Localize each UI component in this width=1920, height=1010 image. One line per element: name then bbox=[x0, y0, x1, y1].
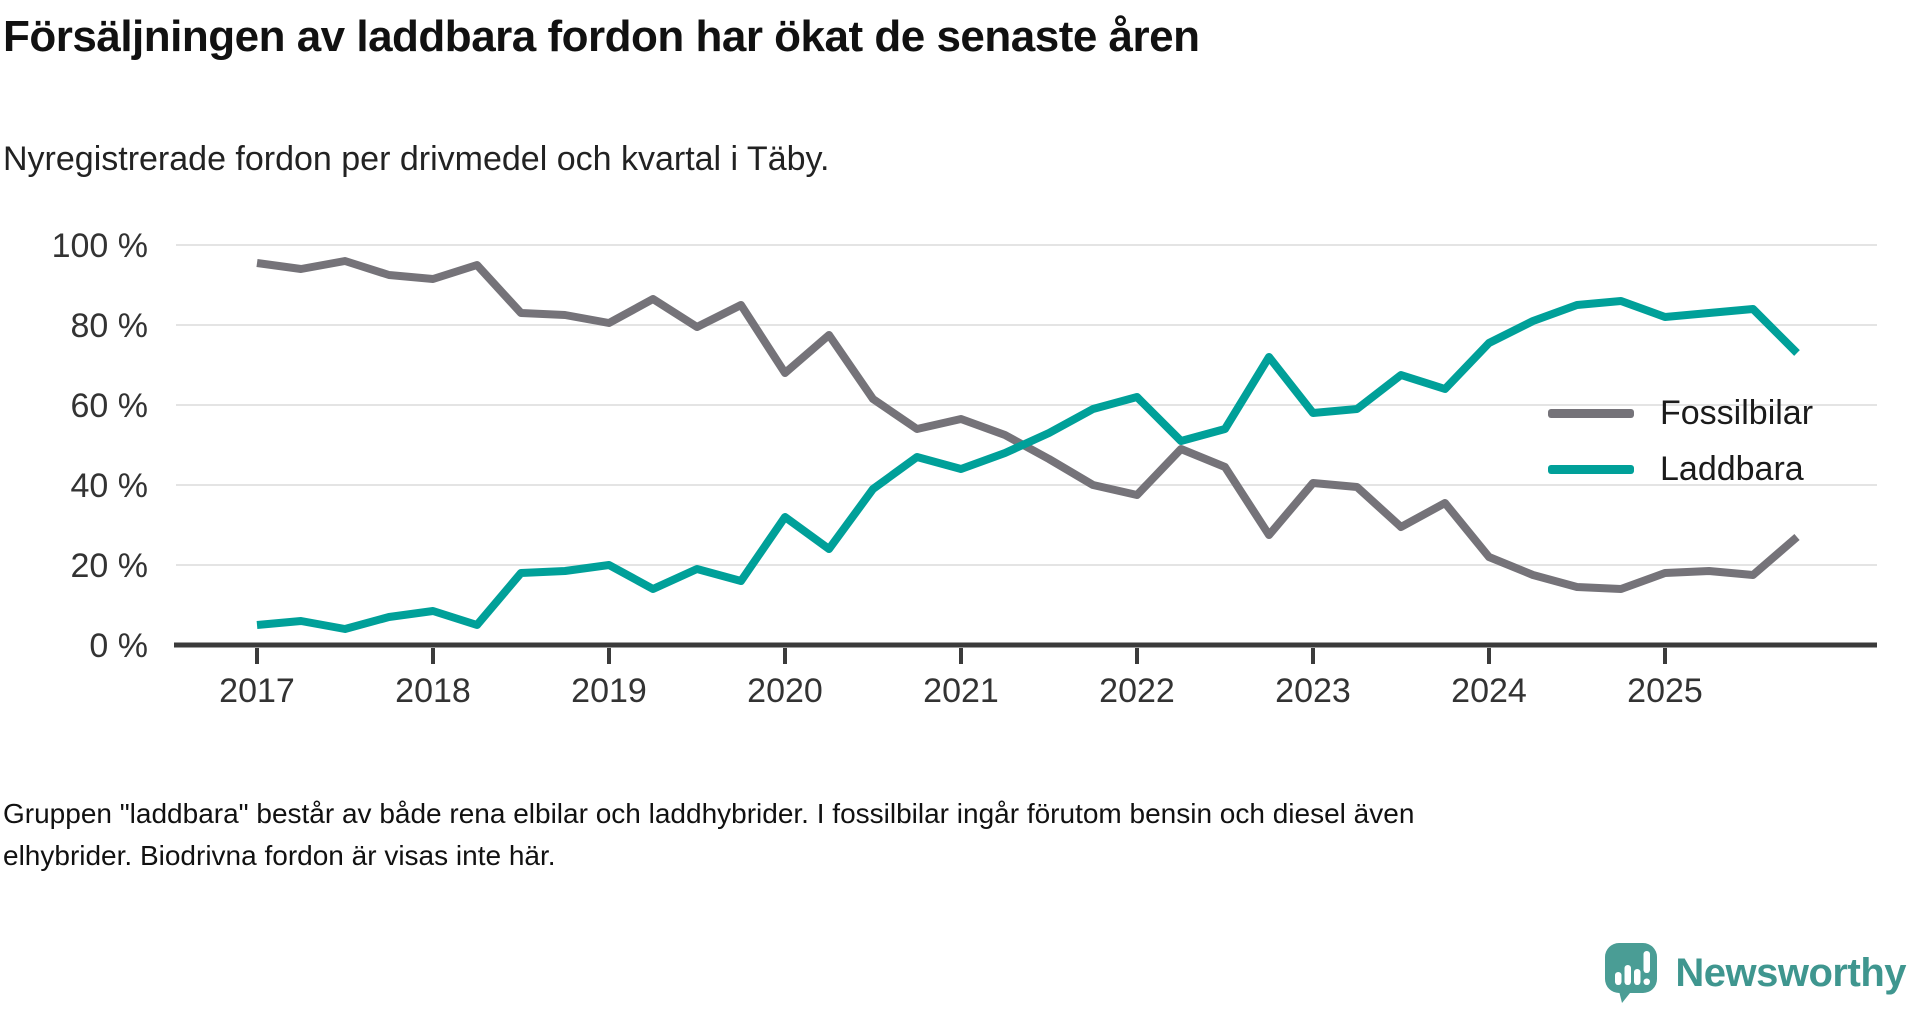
x-axis-tick-label: 2023 bbox=[1275, 672, 1351, 710]
x-axis-tick-label: 2019 bbox=[571, 672, 647, 710]
y-axis-tick-label: 100 % bbox=[52, 227, 148, 265]
x-axis-tick-label: 2020 bbox=[747, 672, 823, 710]
y-axis-tick-label: 0 % bbox=[89, 627, 148, 665]
y-axis-tick-label: 40 % bbox=[71, 467, 149, 505]
chart-title: Försäljningen av laddbara fordon har öka… bbox=[3, 12, 1200, 61]
chart-subtitle: Nyregistrerade fordon per drivmedel och … bbox=[3, 140, 830, 178]
chart-legend: Fossilbilar Laddbara bbox=[1548, 393, 1813, 489]
legend-label-fossilbilar: Fossilbilar bbox=[1660, 393, 1814, 432]
x-axis-tick-label: 2018 bbox=[395, 672, 471, 710]
y-axis-tick-label: 60 % bbox=[71, 387, 149, 425]
fossilbilar-line-swatch bbox=[1548, 408, 1634, 418]
newsworthy-logo: Newsworthy bbox=[1604, 942, 1906, 1004]
legend-item-fossilbilar: Fossilbilar bbox=[1548, 393, 1813, 433]
series-line-laddbara bbox=[256, 297, 1800, 633]
legend-label-laddbara: Laddbara bbox=[1660, 449, 1804, 488]
x-axis-tick-label: 2021 bbox=[923, 672, 999, 710]
laddbara-line-swatch bbox=[1548, 464, 1634, 474]
x-axis-tick-label: 2025 bbox=[1627, 672, 1703, 710]
x-axis-tick-label: 2022 bbox=[1099, 672, 1175, 710]
x-axis-tick-label: 2017 bbox=[219, 672, 295, 710]
newsworthy-logo-text: Newsworthy bbox=[1675, 950, 1906, 995]
y-axis-tick-label: 80 % bbox=[71, 307, 149, 345]
y-axis-tick-label: 20 % bbox=[71, 547, 149, 585]
footnote: Gruppen "laddbara" består av både rena e… bbox=[3, 798, 1415, 871]
newsworthy-logo-icon bbox=[1605, 943, 1658, 1003]
legend-item-laddbara: Laddbara bbox=[1548, 449, 1813, 489]
x-axis-tick-label: 2024 bbox=[1451, 672, 1527, 710]
